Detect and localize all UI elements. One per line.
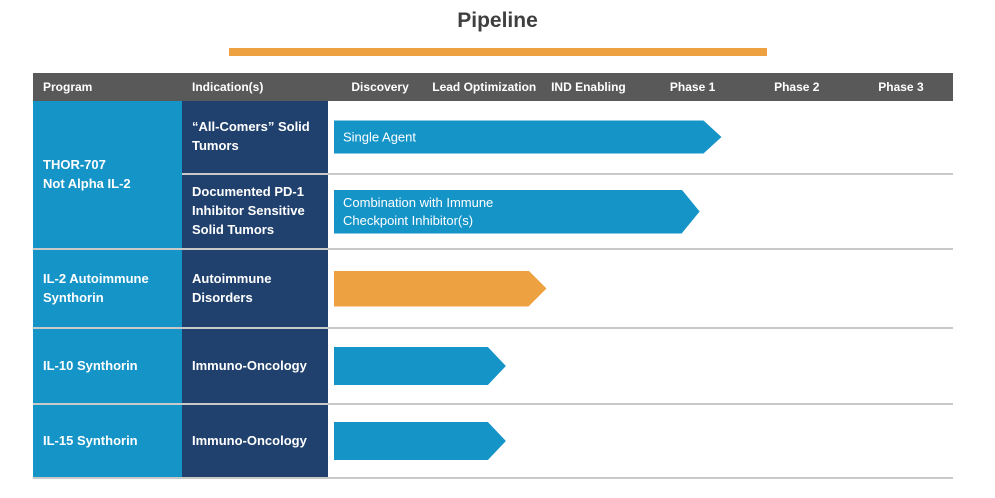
pipeline-bar-single-agent: Single Agent bbox=[334, 121, 722, 154]
program-cell-il-10: IL-10 Synthorin bbox=[33, 329, 182, 403]
pipeline-table: Program Indication(s) Discovery Lead Opt… bbox=[33, 73, 953, 479]
header-program: Program bbox=[43, 80, 93, 94]
header-stage-discovery: Discovery bbox=[351, 80, 409, 94]
pipeline-bar-combination-checkpoint: Combination with Immune Checkpoint Inhib… bbox=[334, 190, 700, 234]
timeline-cell: Combination with Immune Checkpoint Inhib… bbox=[328, 175, 953, 248]
program-group-thor-707: THOR-707 Not Alpha IL-2 “All-Comers” Sol… bbox=[33, 101, 953, 250]
timeline-cell bbox=[328, 329, 953, 403]
indication-cell-documented-pd-1: Documented PD-1 Inhibitor Sensitive Soli… bbox=[182, 175, 328, 248]
pipeline-bar-il-15 bbox=[334, 422, 506, 460]
track-autoimmune-disorders: Autoimmune Disorders bbox=[182, 250, 953, 327]
program-cell-il-2-autoimmune: IL-2 Autoimmune Synthorin bbox=[33, 250, 182, 327]
pipeline-bar-il-10 bbox=[334, 347, 506, 385]
track-il-10-immuno-oncology: Immuno-Oncology bbox=[182, 329, 953, 403]
pipeline-bar-autoimmune bbox=[334, 271, 547, 307]
header-stage-lead-optimization: Lead Optimization bbox=[432, 80, 537, 94]
title-underline-rule bbox=[228, 48, 767, 56]
header-stage-phase-2: Phase 2 bbox=[774, 80, 820, 94]
timeline-cell bbox=[328, 250, 953, 327]
track-il-15-immuno-oncology: Immuno-Oncology bbox=[182, 405, 953, 477]
header-stage-ind-enabling: IND Enabling bbox=[551, 80, 626, 94]
indication-cell-all-comers-solid-tumors: “All-Comers” Solid Tumors bbox=[182, 101, 328, 173]
track-all-comers: “All-Comers” Solid Tumors Single Agent bbox=[182, 101, 953, 175]
table-header-row: Program Indication(s) Discovery Lead Opt… bbox=[33, 73, 953, 101]
program-cell-thor-707: THOR-707 Not Alpha IL-2 bbox=[33, 101, 182, 248]
program-cell-il-15: IL-15 Synthorin bbox=[33, 405, 182, 477]
indication-cell-autoimmune-disorders: Autoimmune Disorders bbox=[182, 250, 328, 327]
program-group-il-15: IL-15 Synthorin Immuno-Oncology bbox=[33, 405, 953, 479]
indication-cell-il-10-immuno-oncology: Immuno-Oncology bbox=[182, 329, 328, 403]
track-documented-pd-1: Documented PD-1 Inhibitor Sensitive Soli… bbox=[182, 175, 953, 248]
header-stage-phase-1: Phase 1 bbox=[669, 80, 716, 94]
header-indication: Indication(s) bbox=[192, 80, 264, 94]
timeline-cell: Single Agent bbox=[328, 101, 953, 173]
timeline-cell bbox=[328, 405, 953, 477]
indication-cell-il-15-immuno-oncology: Immuno-Oncology bbox=[182, 405, 328, 477]
program-group-il-2-autoimmune: IL-2 Autoimmune Synthorin Autoimmune Dis… bbox=[33, 250, 953, 329]
header-stage-phase-3: Phase 3 bbox=[878, 80, 924, 94]
program-group-il-10: IL-10 Synthorin Immuno-Oncology bbox=[33, 329, 953, 405]
page-title: Pipeline bbox=[457, 9, 538, 32]
